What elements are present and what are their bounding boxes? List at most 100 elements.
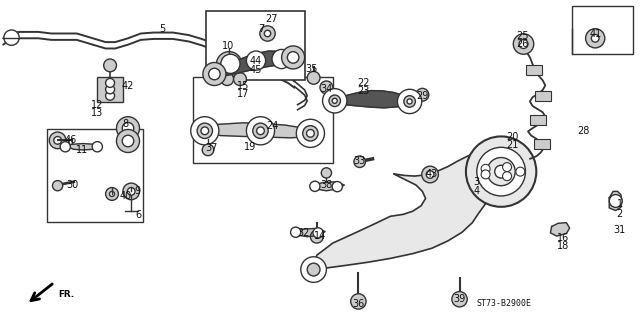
Text: 28: 28 [577,126,590,136]
Circle shape [287,52,299,63]
Circle shape [481,164,490,173]
Circle shape [502,163,511,172]
Text: 23: 23 [357,86,370,96]
Bar [526,65,543,75]
Text: 44: 44 [250,56,262,66]
Circle shape [116,130,140,152]
Text: 34: 34 [320,84,333,94]
Circle shape [310,181,320,191]
Circle shape [246,51,266,70]
Polygon shape [212,51,298,77]
Text: 12: 12 [91,100,104,110]
Circle shape [234,73,246,85]
Circle shape [586,29,605,48]
Polygon shape [314,182,344,191]
Polygon shape [312,153,507,270]
Circle shape [404,96,415,107]
Text: 19: 19 [243,142,256,152]
Text: 21: 21 [506,140,518,150]
Text: 14: 14 [314,231,326,241]
Circle shape [246,117,275,145]
Text: 42: 42 [122,81,134,91]
Circle shape [260,26,275,41]
Circle shape [310,230,323,243]
Circle shape [477,147,525,196]
Bar [530,115,545,125]
Text: 11: 11 [76,145,88,155]
Polygon shape [294,228,325,237]
Text: 22: 22 [357,78,370,88]
Circle shape [253,123,268,138]
Text: 32: 32 [298,228,310,238]
Circle shape [519,40,528,48]
Text: 43: 43 [425,169,438,179]
Circle shape [116,117,140,140]
Circle shape [216,52,242,77]
Circle shape [307,71,320,84]
Circle shape [54,137,61,144]
Circle shape [609,195,622,207]
Circle shape [296,119,324,147]
Circle shape [332,182,342,192]
Text: 40: 40 [119,191,132,201]
Text: 3: 3 [474,177,480,187]
Circle shape [422,166,438,183]
Text: 39: 39 [453,294,466,304]
Text: 6: 6 [135,210,141,220]
Circle shape [106,78,115,87]
Circle shape [481,170,490,179]
Circle shape [52,181,63,191]
Text: 10: 10 [221,41,234,51]
Circle shape [272,49,291,69]
Circle shape [332,98,337,103]
Circle shape [502,172,511,181]
Circle shape [106,188,118,200]
Bar [572,6,633,54]
Circle shape [354,156,365,167]
Circle shape [307,263,320,276]
Text: 37: 37 [205,143,218,153]
Circle shape [109,191,115,197]
Text: 13: 13 [91,108,104,118]
Text: 15: 15 [237,81,250,91]
Text: 8: 8 [122,119,129,130]
Circle shape [191,117,219,145]
Circle shape [197,123,212,138]
Text: 26: 26 [516,39,529,49]
Text: 24: 24 [266,121,278,131]
Polygon shape [333,91,411,108]
Circle shape [407,99,412,104]
Circle shape [122,135,134,147]
Circle shape [60,142,70,152]
Circle shape [301,257,326,282]
Circle shape [106,91,115,100]
Text: 36: 36 [352,299,365,309]
Polygon shape [550,223,570,236]
Circle shape [321,168,332,178]
Circle shape [49,132,66,149]
Circle shape [127,188,135,195]
Bar [535,91,550,101]
Text: 7: 7 [258,24,264,34]
Circle shape [487,158,515,186]
Text: 31: 31 [613,225,626,235]
Circle shape [495,165,508,178]
Text: ST73-B2900E: ST73-B2900E [477,299,532,308]
Circle shape [329,95,340,107]
Text: 16: 16 [557,233,570,243]
Circle shape [92,142,102,152]
Bar [206,11,305,80]
Text: 41: 41 [589,29,602,40]
Circle shape [323,89,347,113]
Circle shape [591,34,599,42]
Circle shape [282,46,305,69]
Polygon shape [202,123,314,138]
Circle shape [123,183,140,200]
Text: 30: 30 [66,180,79,190]
Bar [193,77,333,163]
Text: 27: 27 [266,14,278,24]
Circle shape [264,30,271,37]
Text: 46: 46 [64,135,77,145]
Circle shape [513,34,534,54]
Text: 38: 38 [320,180,333,190]
